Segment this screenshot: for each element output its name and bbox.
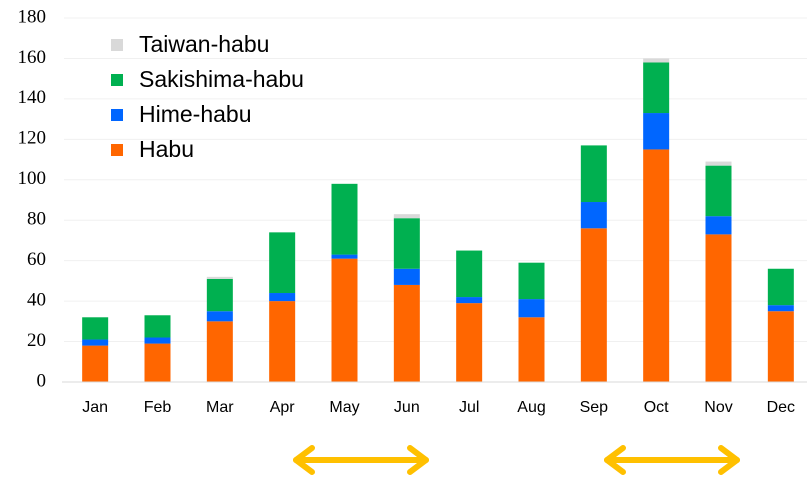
bar-segment (767, 311, 794, 382)
bar-segment (393, 284, 420, 382)
legend-swatch (111, 109, 123, 121)
y-tick-label: 120 (18, 128, 47, 149)
bar-segment (518, 262, 545, 300)
bar-segment (269, 293, 296, 302)
bar-segment (456, 303, 483, 382)
bar-segment (144, 315, 171, 338)
y-tick-label: 40 (27, 289, 46, 310)
arrows (293, 445, 740, 475)
bar-segment (393, 218, 420, 269)
bar-segment (393, 268, 420, 285)
bar-segment (206, 311, 233, 322)
bar-segment (518, 299, 545, 318)
bar-segment (206, 276, 233, 279)
legend-label: Habu (139, 136, 194, 162)
x-tick-label: Aug (517, 399, 545, 416)
bar-segment (269, 301, 296, 382)
bar-segment (144, 337, 171, 344)
x-tick-label: Oct (644, 399, 669, 416)
x-tick-label: May (329, 399, 359, 416)
x-tick-label: Jan (82, 399, 108, 416)
bar-segment (705, 161, 732, 166)
bar-segment (331, 183, 358, 255)
arrow-head (718, 445, 740, 475)
x-tick-label: Dec (767, 399, 795, 416)
y-tick-label: 20 (27, 330, 46, 351)
bar-segment (767, 305, 794, 312)
y-tick-label: 180 (18, 6, 47, 27)
legend-label: Sakishima-habu (139, 66, 304, 92)
bar-segment (206, 321, 233, 382)
bar-segment (580, 228, 607, 382)
bar-segment (144, 343, 171, 382)
bar-segment (767, 268, 794, 306)
bar-segment (643, 62, 670, 114)
x-tick-label: Feb (144, 399, 172, 416)
bar-segment (580, 145, 607, 203)
bar-segment (643, 58, 670, 63)
legend-swatch (111, 39, 123, 51)
bar-segment (331, 254, 358, 259)
bar-segment (643, 149, 670, 382)
y-tick-label: 0 (37, 370, 47, 391)
bar-segment (705, 234, 732, 382)
arrow-head (604, 445, 626, 475)
arrow-head (293, 445, 315, 475)
x-tick-label: Sep (580, 399, 609, 416)
bar-segment (705, 165, 732, 217)
bar-segment (580, 202, 607, 229)
y-tick-label: 140 (18, 87, 47, 108)
bar-segment (331, 258, 358, 382)
x-tick-label: Jul (459, 399, 479, 416)
legend-swatch (111, 74, 123, 86)
y-tick-label: 60 (27, 249, 46, 270)
legend-label: Hime-habu (139, 101, 252, 127)
legend-swatch (111, 144, 123, 156)
bar-segment (82, 317, 109, 340)
bar-segment (705, 216, 732, 235)
bar-segment (206, 278, 233, 312)
legend-label: Taiwan-habu (139, 31, 269, 57)
bar-segment (393, 214, 420, 219)
x-tick-label: Mar (206, 399, 234, 416)
arrow-head (407, 445, 429, 475)
x-tick-label: Apr (270, 399, 296, 416)
bar-segment (269, 232, 296, 294)
bar-segment (518, 317, 545, 382)
x-tick-label: Nov (704, 399, 732, 416)
bar-segment (82, 345, 109, 382)
y-tick-label: 80 (27, 209, 46, 230)
bar-segment (643, 113, 670, 150)
bar-segment (456, 250, 483, 298)
y-tick-label: 160 (18, 47, 47, 68)
bar-segment (456, 297, 483, 304)
bar-segment (82, 339, 109, 346)
y-tick-label: 100 (18, 168, 47, 189)
x-tick-label: Jun (394, 399, 420, 416)
